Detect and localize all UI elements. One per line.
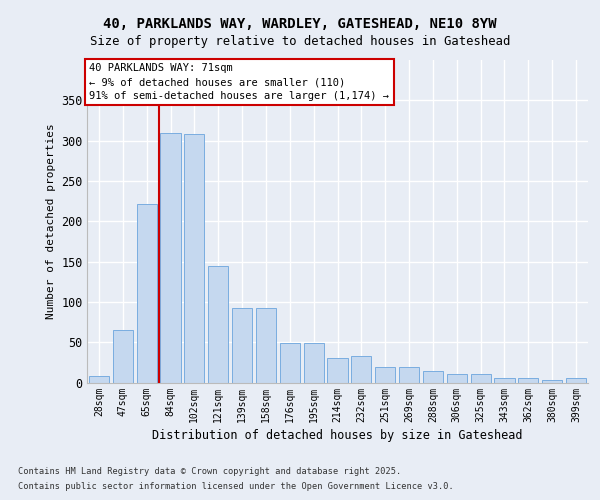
Bar <box>470 374 491 382</box>
Bar <box>280 343 300 382</box>
Bar <box>542 380 562 382</box>
Bar <box>208 266 229 382</box>
Bar <box>137 204 157 382</box>
Bar <box>160 132 181 382</box>
X-axis label: Distribution of detached houses by size in Gateshead: Distribution of detached houses by size … <box>152 429 523 442</box>
Bar <box>232 308 252 382</box>
Bar <box>184 134 205 382</box>
Bar <box>256 308 276 382</box>
Text: Contains HM Land Registry data © Crown copyright and database right 2025.: Contains HM Land Registry data © Crown c… <box>18 467 401 476</box>
Text: 40 PARKLANDS WAY: 71sqm
← 9% of detached houses are smaller (110)
91% of semi-de: 40 PARKLANDS WAY: 71sqm ← 9% of detached… <box>89 63 389 101</box>
Bar <box>89 376 109 382</box>
Text: Size of property relative to detached houses in Gateshead: Size of property relative to detached ho… <box>90 35 510 48</box>
Bar <box>446 374 467 382</box>
Y-axis label: Number of detached properties: Number of detached properties <box>46 124 56 319</box>
Bar <box>328 358 347 382</box>
Bar <box>375 367 395 382</box>
Bar <box>423 371 443 382</box>
Bar <box>494 378 515 382</box>
Bar <box>304 343 324 382</box>
Bar <box>399 367 419 382</box>
Bar <box>518 378 538 382</box>
Bar <box>113 330 133 382</box>
Text: 40, PARKLANDS WAY, WARDLEY, GATESHEAD, NE10 8YW: 40, PARKLANDS WAY, WARDLEY, GATESHEAD, N… <box>103 18 497 32</box>
Bar <box>351 356 371 382</box>
Text: Contains public sector information licensed under the Open Government Licence v3: Contains public sector information licen… <box>18 482 454 491</box>
Bar <box>566 378 586 382</box>
